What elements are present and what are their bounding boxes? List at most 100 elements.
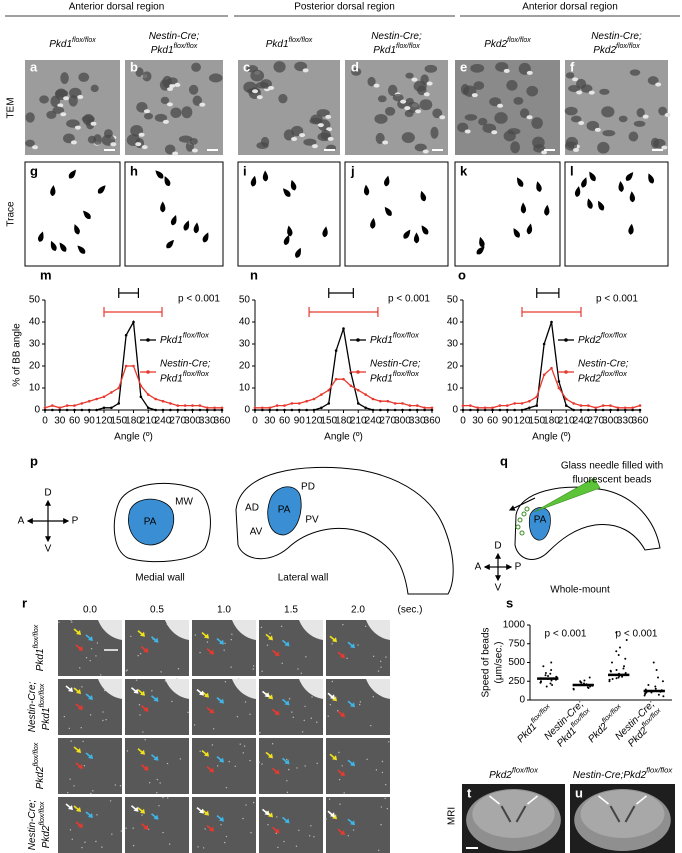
speck (346, 657, 348, 659)
data-point (268, 408, 272, 412)
data-point (191, 404, 194, 407)
speck (303, 719, 305, 722)
tem-cell (167, 77, 178, 85)
x-tick-label: 210 (558, 416, 575, 427)
speck (331, 643, 333, 645)
speck (230, 666, 232, 668)
x-tick-label: 330 (199, 416, 216, 427)
tem-vacuole (576, 90, 583, 95)
speck (283, 840, 285, 843)
tem-vacuole (327, 136, 334, 141)
tem-vacuole (642, 114, 649, 119)
data-point (95, 397, 98, 401)
y-tick-label: 0 (34, 405, 40, 416)
speck (58, 621, 60, 623)
speck (327, 715, 329, 717)
x-tick-label: 270 (587, 416, 604, 427)
gene: Pkd1 (151, 45, 174, 56)
basal-body-trace (68, 169, 76, 179)
speck (281, 662, 283, 665)
speck (331, 680, 334, 683)
speck (63, 715, 66, 718)
tem-vacuole (423, 92, 430, 97)
tem-cell (260, 136, 270, 148)
trace-box (124, 161, 224, 267)
tracking-arrowhead (219, 816, 224, 822)
data-point (601, 408, 605, 412)
basal-body-trace (283, 188, 291, 197)
x-tick-label: 150 (528, 416, 545, 427)
data-point (342, 377, 345, 381)
speck (338, 778, 341, 781)
data-point (542, 373, 546, 377)
data-point (491, 406, 494, 410)
tem-cell (404, 109, 414, 118)
p-value: p < 0.001 (596, 294, 638, 305)
bead-speed (615, 650, 618, 653)
data-point (638, 408, 642, 412)
panel-letter: q (500, 453, 508, 468)
tem-vacuole (317, 123, 324, 128)
tem-vacuole (172, 151, 179, 156)
bead-speed (550, 661, 553, 664)
basal-body-trace (160, 201, 166, 213)
tracking-arrowhead (88, 754, 93, 759)
gene: Pkd1 (160, 373, 183, 384)
x-tick-label: 360 (424, 416, 441, 427)
tracking-arrowhead (330, 812, 335, 818)
bead-speed (617, 676, 620, 679)
superscript: flox/flox (616, 43, 640, 50)
tem-cell (309, 117, 323, 125)
genotype: Pkd1flox/flox (151, 43, 198, 56)
bright-region (98, 620, 122, 640)
tem-cell (565, 141, 578, 151)
tem-vacuole (326, 127, 333, 132)
speck (132, 827, 134, 829)
video-frame (58, 738, 122, 794)
compass-label: P (515, 562, 522, 573)
tem-cell (510, 141, 520, 154)
speck (194, 634, 196, 636)
data-point (205, 408, 209, 412)
genotype-prefix: Nestin-Cre; (578, 358, 629, 369)
data-point (535, 395, 539, 399)
needle-label: Glass needle filled with (561, 461, 663, 472)
spread-bracket (103, 307, 163, 317)
tem-cell (633, 120, 646, 127)
speck (168, 843, 171, 845)
x-tick-label: 300 (184, 416, 201, 427)
tracking-arrowhead (350, 820, 355, 826)
speck (242, 817, 244, 820)
speck (250, 832, 252, 834)
data-point (401, 402, 404, 405)
data-point (498, 404, 502, 407)
speck (380, 824, 382, 826)
x-tick-label: 120 (306, 416, 323, 427)
tem-cell (52, 106, 65, 114)
data-point (320, 393, 323, 396)
speck (341, 765, 343, 767)
glass-needle (533, 477, 601, 513)
tem-vacuole (167, 86, 174, 91)
tem-cell (135, 67, 144, 78)
tem-vacuole (138, 132, 145, 137)
spread-bracket (521, 307, 582, 317)
data-point (623, 408, 627, 412)
tem-cell (260, 79, 272, 89)
data-point (80, 402, 84, 405)
tem-cell (565, 72, 575, 79)
data-point (379, 399, 382, 403)
trace-box (344, 161, 449, 267)
tem-vacuole (60, 112, 67, 117)
tracking-arrowhead (88, 813, 93, 818)
region-header: Posterior dorsal region (294, 2, 395, 13)
tracking-arrowhead (284, 818, 290, 824)
speck (197, 846, 199, 848)
bead-speed (549, 682, 552, 685)
data-point (594, 408, 598, 412)
tracking-arrowhead (204, 751, 209, 757)
tem-cell (526, 85, 539, 97)
bead-speed (618, 646, 621, 649)
basal-body-trace (544, 204, 550, 216)
tem-vacuole (415, 109, 422, 114)
